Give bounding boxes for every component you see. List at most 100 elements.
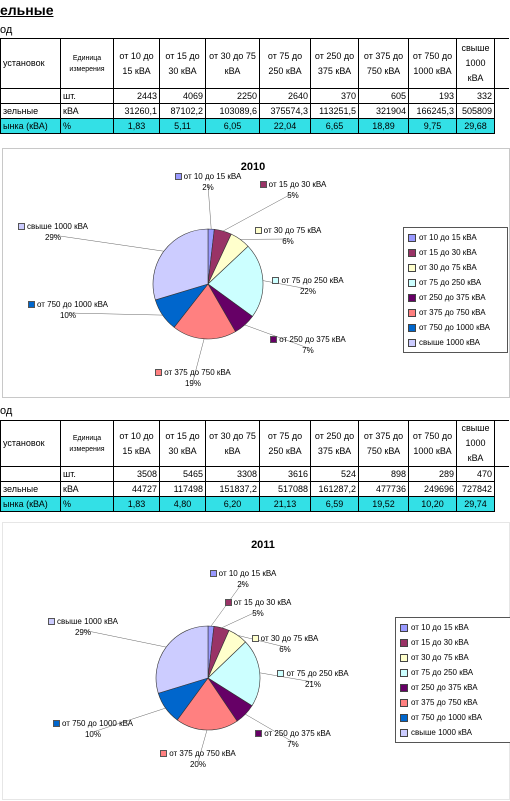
- slice-swatch: [174, 173, 182, 181]
- legend-label: от 250 до 375 кВА: [411, 683, 478, 692]
- cell: 29,74: [456, 496, 495, 512]
- table-edge: [495, 119, 509, 134]
- slice-percent: 22%: [299, 287, 316, 296]
- legend-label: от 75 до 250 кВА: [411, 668, 474, 677]
- table-year-label: од: [0, 24, 13, 36]
- table-row: ынка (кВА) % 1,83 5,11 6,05 22,04 6,65 1…: [0, 118, 509, 134]
- header-cat: от 15 до 30 кВА: [159, 38, 206, 89]
- legend-item: свыше 1000 кВА: [408, 335, 503, 350]
- slice-label: от 15 до 30 кВА 5%: [248, 179, 338, 201]
- table-row: ынка (кВА) % 1,83 4,80 6,20 21,13 6,59 1…: [0, 496, 509, 512]
- cell: 161287,2: [310, 481, 359, 497]
- table-year-label: од: [0, 405, 13, 417]
- legend-label: от 15 до 30 кВА: [411, 638, 469, 647]
- cell: 4069: [159, 88, 206, 104]
- cell: 370: [310, 88, 359, 104]
- cell: 727842: [456, 481, 495, 497]
- chart-legend: от 10 до 15 кВА от 15 до 30 кВА от 30 до 7…: [395, 617, 510, 743]
- table-edge: [495, 482, 509, 497]
- legend-swatch: [408, 338, 416, 347]
- table-edge: [494, 420, 509, 467]
- legend-swatch: [400, 653, 408, 662]
- legend-swatch: [400, 728, 408, 737]
- slice-swatch: [28, 301, 35, 309]
- slice-percent: 5%: [252, 609, 264, 618]
- legend-swatch: [408, 278, 416, 287]
- chart-title: 2010: [240, 161, 266, 173]
- legend-swatch: [400, 638, 408, 647]
- legend-label: свыше 1000 кВА: [419, 338, 481, 347]
- slice-swatch: [251, 635, 259, 643]
- header-cat: от 375 до 750 кВА: [358, 420, 409, 467]
- slice-name: свыше 1000 кВА: [26, 222, 88, 231]
- row-unit: кВА: [60, 481, 114, 497]
- leader-line: [197, 729, 208, 763]
- slice-swatch: [277, 670, 285, 678]
- legend-label: от 10 до 15 кВА: [411, 623, 469, 632]
- chart-2010: 2010 от 10 до 15 кВА от 15 до 30 кВА от 30…: [2, 148, 510, 398]
- table-row: зельные кВА 31260,1 87102,2 103089,6 375…: [0, 103, 509, 119]
- row-label: ынка (кВА): [0, 118, 61, 134]
- cell: 9,75: [408, 118, 457, 134]
- header-cat: от 250 до 375 кВА: [310, 420, 359, 467]
- header-cat: от 375 до 750 кВА: [358, 38, 409, 89]
- legend-label: от 250 до 375 кВА: [419, 293, 486, 302]
- header-cat: свыше 1000 кВА: [456, 420, 495, 467]
- leader-line: [221, 610, 259, 629]
- cell: 3308: [205, 466, 260, 482]
- cell: 87102,2: [159, 103, 206, 119]
- slice-swatch: [155, 369, 163, 377]
- cell: 29,68: [456, 118, 495, 134]
- header-cat: от 75 до 250 кВА: [259, 420, 311, 467]
- legend-swatch: [408, 308, 416, 317]
- cell: 166245,3: [408, 103, 457, 119]
- header-cat: от 30 до 75 кВА: [205, 38, 260, 89]
- legend-swatch: [400, 698, 408, 707]
- header-label: установок: [0, 420, 61, 467]
- legend-label: от 750 до 1000 кВА: [419, 323, 490, 332]
- leader-line: [245, 713, 294, 743]
- cell: 3508: [113, 466, 160, 482]
- header-label: установок: [0, 38, 61, 89]
- row-unit: шт.: [60, 88, 114, 104]
- slice-label: свыше 1000 кВА 29%: [38, 616, 128, 638]
- legend-item: свыше 1000 кВА: [400, 725, 506, 740]
- pie-slice: [152, 228, 209, 301]
- cell: 524: [310, 466, 359, 482]
- cell: 193: [408, 88, 457, 104]
- cell: 1,83: [113, 118, 160, 134]
- cell: 375574,3: [259, 103, 311, 119]
- page-heading: ельные: [0, 2, 54, 18]
- slice-label: от 250 до 375 кВА 7%: [263, 334, 353, 356]
- legend-label: свыше 1000 кВА: [411, 728, 473, 737]
- slice-name: от 750 до 1000 кВА: [37, 300, 108, 309]
- cell: 5,11: [159, 118, 206, 134]
- slice-label: от 75 до 250 кВА 21%: [268, 668, 358, 690]
- header-unit: Единица измерения: [60, 38, 114, 89]
- slice-swatch: [254, 227, 262, 235]
- legend-item: от 375 до 750 кВА: [400, 695, 506, 710]
- cell: 151837,2: [205, 481, 260, 497]
- slice-percent: 5%: [287, 191, 299, 200]
- cell: 22,04: [259, 118, 311, 134]
- slice-name: от 15 до 30 кВА: [268, 180, 327, 189]
- legend-item: от 375 до 750 кВА: [408, 305, 503, 320]
- legend-item: от 30 до 75 кВА: [400, 650, 506, 665]
- slice-label: от 375 до 750 кВА 20%: [153, 748, 243, 770]
- header-cat: от 750 до 1000 кВА: [408, 38, 457, 89]
- slice-percent: 6%: [279, 645, 291, 654]
- table-edge: [494, 38, 509, 89]
- legend-item: от 30 до 75 кВА: [408, 260, 503, 275]
- leader-line: [192, 338, 205, 382]
- row-label: ынка (кВА): [0, 496, 61, 512]
- legend-item: от 75 до 250 кВА: [408, 275, 503, 290]
- leader-line: [237, 635, 286, 648]
- legend-item: от 750 до 1000 кВА: [408, 320, 503, 335]
- row-unit: %: [60, 118, 114, 134]
- row-unit: %: [60, 496, 114, 512]
- header-cat: свыше 1000 кВА: [456, 38, 495, 89]
- slice-percent: 21%: [304, 680, 321, 689]
- cell: 18,89: [358, 118, 409, 134]
- leader-line: [52, 234, 164, 252]
- slice-name: от 30 до 75 кВА: [263, 226, 322, 235]
